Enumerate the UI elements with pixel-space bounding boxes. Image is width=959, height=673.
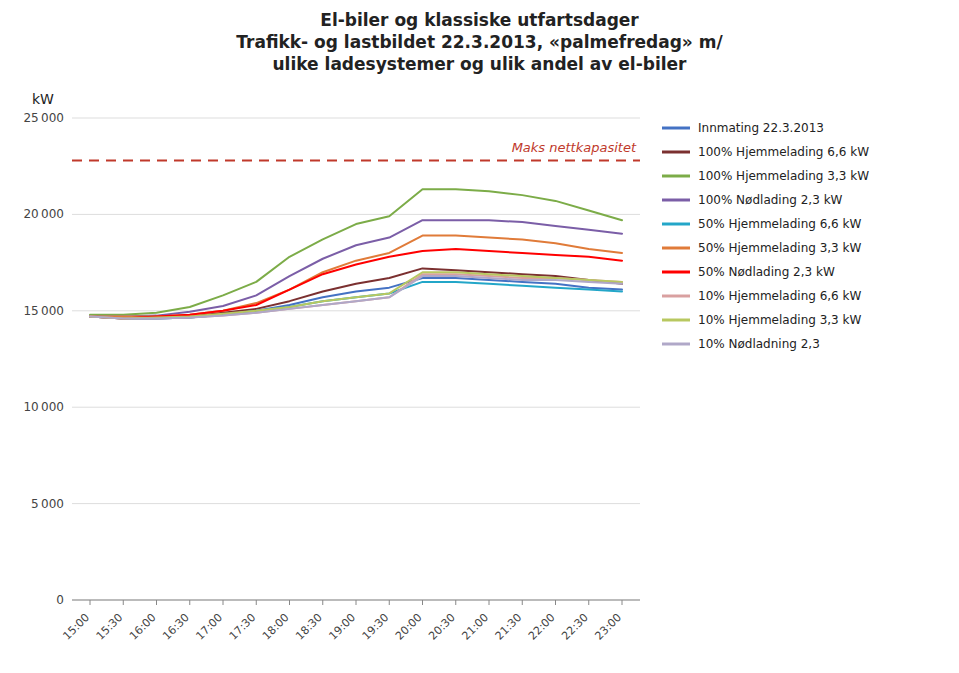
title: ulike ladesystemer og ulik andel av el-b… xyxy=(273,54,688,74)
x-tick-label: 15:30 xyxy=(94,611,126,643)
x-tick xyxy=(123,600,124,605)
annotations: Maks nettkapasitet xyxy=(512,140,637,155)
x-tick-label: 20:30 xyxy=(426,611,458,643)
x-axis: 15:0015:3016:0016:3017:0017:3018:0018:30… xyxy=(61,600,640,643)
x-tick-label: 18:00 xyxy=(260,611,292,643)
y-axis-label: kW xyxy=(32,91,54,107)
y-tick-label: 5 000 xyxy=(31,497,64,511)
x-tick xyxy=(90,600,91,605)
legend-swatch xyxy=(662,271,690,274)
x-tick xyxy=(489,600,490,605)
legend-swatch xyxy=(662,223,690,226)
legend-swatch xyxy=(662,127,690,130)
grid-line xyxy=(72,407,640,408)
x-tick-label: 16:30 xyxy=(160,611,192,643)
legend-label: 10% Hjemmelading 3,3 kW xyxy=(698,313,862,327)
x-tick-label: 17:00 xyxy=(194,611,226,643)
legend-swatch xyxy=(662,151,690,154)
annotation: Maks nettkapasitet xyxy=(512,140,637,155)
y-tick-label: 10 000 xyxy=(23,400,64,414)
grid-line xyxy=(72,214,640,215)
series-line xyxy=(90,276,622,318)
series-line xyxy=(90,236,622,317)
legend-label: 50% Hjemmelading 6,6 kW xyxy=(698,217,862,231)
plot-area xyxy=(72,160,640,318)
legend-swatch xyxy=(662,343,690,346)
legend-label: 10% Hjemmelading 6,6 kW xyxy=(698,289,862,303)
legend-swatch xyxy=(662,319,690,322)
legend-swatch xyxy=(662,247,690,250)
legend-label: Innmating 22.3.2013 xyxy=(698,121,824,135)
legend-swatch xyxy=(662,199,690,202)
x-tick xyxy=(555,600,556,605)
x-tick-label: 23:00 xyxy=(593,611,625,643)
y-tick-label: 15 000 xyxy=(23,304,64,318)
x-tick-label: 19:00 xyxy=(327,611,359,643)
x-tick-label: 21:30 xyxy=(493,611,525,643)
x-tick xyxy=(156,600,157,605)
x-tick-label: 15:00 xyxy=(61,611,93,643)
grid-line xyxy=(72,118,640,119)
x-tick-label: 22:00 xyxy=(526,611,558,643)
x-tick-label: 17:30 xyxy=(227,611,259,643)
limit-line xyxy=(72,159,640,161)
y-tick-label: 25 000 xyxy=(23,111,64,125)
series-line xyxy=(90,249,622,318)
x-tick xyxy=(455,600,456,605)
x-tick-label: 20:00 xyxy=(393,611,425,643)
legend-label: 100% Hjemmelading 6,6 kW xyxy=(698,145,869,159)
y-tick-label: 20 000 xyxy=(23,207,64,221)
x-tick xyxy=(223,600,224,605)
x-tick xyxy=(256,600,257,605)
title-group: El-biler og klassiske utfartsdagerTrafik… xyxy=(236,10,723,74)
x-tick-label: 16:00 xyxy=(127,611,159,643)
series-line xyxy=(90,272,622,318)
title: El-biler og klassiske utfartsdager xyxy=(320,10,639,30)
x-tick xyxy=(289,600,290,605)
x-tick xyxy=(422,600,423,605)
legend-label: 100% Nødlading 2,3 kW xyxy=(698,193,843,207)
title: Trafikk- og lastbildet 22.3.2013, «palme… xyxy=(236,32,723,52)
y-axis: 0 5 000 10 000 15 000 20 000 25 000 xyxy=(23,111,640,607)
grid-line xyxy=(72,503,640,504)
x-tick-label: 22:30 xyxy=(559,611,591,643)
x-tick xyxy=(189,600,190,605)
legend-label: 50% Hjemmelading 3,3 kW xyxy=(698,241,862,255)
x-tick xyxy=(389,600,390,605)
x-tick-label: 21:00 xyxy=(460,611,492,643)
legend-label: 50% Nødlading 2,3 kW xyxy=(698,265,835,279)
x-tick xyxy=(322,600,323,605)
grid-line xyxy=(72,310,640,311)
series-line xyxy=(90,189,622,314)
x-tick xyxy=(588,600,589,605)
legend-label: 100% Hjemmelading 3,3 kW xyxy=(698,169,869,183)
chart: El-biler og klassiske utfartsdagerTrafik… xyxy=(0,0,959,673)
legend: Innmating 22.3.2013 100% Hjemmelading 6,6… xyxy=(662,121,869,351)
x-tick-label: 18:30 xyxy=(293,611,325,643)
legend-swatch xyxy=(662,295,690,298)
x-tick xyxy=(356,600,357,605)
x-tick xyxy=(522,600,523,605)
legend-swatch xyxy=(662,175,690,178)
x-tick xyxy=(622,600,623,605)
y-tick-label: 0 xyxy=(56,593,64,607)
legend-label: 10% Nødladning 2,3 xyxy=(698,337,820,351)
x-tick-label: 19:30 xyxy=(360,611,392,643)
